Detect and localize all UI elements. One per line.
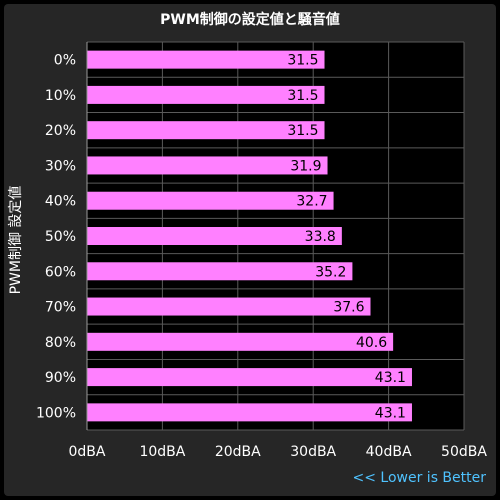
bar [87, 297, 371, 316]
bar [87, 262, 353, 281]
y-tick-label: 40% [45, 194, 76, 210]
y-tick-label: 50% [45, 229, 76, 245]
x-tick-label: 30dBA [290, 444, 336, 460]
x-tick-label: 20dBA [215, 444, 261, 460]
bar [87, 227, 342, 245]
bar-value-label: 43.1 [375, 405, 406, 421]
bar [87, 332, 394, 351]
chart-title: PWM制御の設定値と騒音値 [160, 12, 340, 28]
footnote-lower-is-better: << Lower is Better [352, 470, 487, 486]
y-tick-label: 0% [54, 53, 76, 69]
bar-value-label: 37.6 [333, 300, 364, 316]
bar-value-label: 32.7 [296, 194, 327, 210]
bar-value-label: 40.6 [356, 335, 387, 351]
y-tick-label: 80% [45, 335, 76, 351]
bar [87, 156, 328, 175]
y-tick-label: 10% [45, 88, 76, 104]
y-tick-label: 30% [45, 158, 76, 174]
bar-value-label: 31.9 [290, 158, 321, 174]
bar [87, 403, 412, 422]
x-tick-label: 10dBA [139, 444, 185, 460]
bar [87, 191, 334, 210]
y-tick-label: 70% [45, 300, 76, 316]
x-tick-label: 50dBA [441, 444, 487, 460]
bar-value-label: 31.5 [287, 123, 318, 139]
x-tick-label: 0dBA [69, 444, 106, 460]
y-tick-label: 90% [45, 370, 76, 386]
y-tick-label: 60% [45, 264, 76, 280]
bar-value-label: 33.8 [305, 229, 336, 245]
bar-value-label: 31.5 [287, 53, 318, 69]
bar [87, 368, 412, 387]
y-tick-label: 100% [36, 405, 76, 421]
y-tick-label: 20% [45, 123, 76, 139]
x-tick-label: 40dBA [366, 444, 412, 460]
bar [87, 50, 325, 69]
bar [87, 85, 325, 104]
bar [87, 121, 325, 140]
bar-value-label: 43.1 [375, 370, 406, 386]
bar-value-label: 35.2 [315, 264, 346, 280]
bar-value-label: 31.5 [287, 88, 318, 104]
